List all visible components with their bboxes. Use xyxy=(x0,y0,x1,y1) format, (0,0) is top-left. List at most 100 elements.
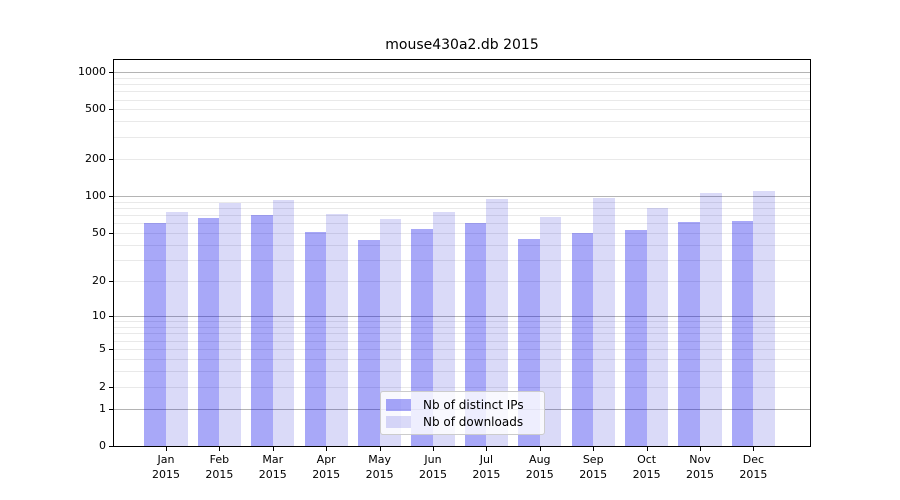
y-tick-label: 2 xyxy=(99,379,106,393)
gridline-minor xyxy=(114,321,810,323)
gridline-minor xyxy=(114,208,810,209)
x-tick-label: Sep 2015 xyxy=(579,453,608,481)
bar-downloads-jan xyxy=(166,212,188,446)
gridline-minor xyxy=(114,260,810,261)
legend-swatch-distinct-ips xyxy=(386,399,411,411)
x-tick-mark xyxy=(646,447,648,451)
x-tick-label: Oct 2015 xyxy=(632,453,661,481)
x-tick-label: Feb 2015 xyxy=(205,453,234,481)
bar-distinct-ips-dec xyxy=(731,220,754,446)
gridline-minor xyxy=(114,333,810,335)
x-tick-label: Nov 2015 xyxy=(686,453,714,481)
gridline-minor xyxy=(114,349,810,350)
x-tick-mark xyxy=(379,447,381,451)
bar-downloads-aug xyxy=(539,216,562,446)
x-tick-label: Aug 2015 xyxy=(525,453,554,481)
gridline-minor xyxy=(114,99,810,101)
y-tick-label: 1000 xyxy=(78,64,106,78)
gridline-minor xyxy=(114,370,810,372)
x-tick-label: Dec 2015 xyxy=(739,453,768,481)
gridline-minor xyxy=(114,136,810,138)
y-tick-mark xyxy=(109,109,113,111)
gridline-minor xyxy=(114,358,810,360)
bar-distinct-ips-sep xyxy=(571,233,594,446)
y-tick-mark xyxy=(109,316,113,318)
y-tick-label: 200 xyxy=(85,151,106,165)
bar-downloads-oct xyxy=(646,208,669,446)
legend: Nb of distinct IPs Nb of downloads xyxy=(380,391,545,435)
bar-downloads-dec xyxy=(753,190,776,446)
bar-distinct-ips-jan xyxy=(144,222,166,446)
legend-label-distinct-ips: Nb of distinct IPs xyxy=(423,398,524,412)
gridline-minor xyxy=(114,91,810,93)
y-tick-mark xyxy=(109,196,113,198)
y-tick-label: 5 xyxy=(99,342,106,355)
bar-distinct-ips-nov xyxy=(678,221,700,446)
bar-downloads-mar xyxy=(272,200,295,446)
y-tick-label: 50 xyxy=(92,226,106,240)
y-tick-label: 500 xyxy=(85,102,106,116)
y-tick-label: 0 xyxy=(99,439,106,452)
gridline-minor xyxy=(114,201,810,203)
bar-distinct-ips-apr xyxy=(304,232,327,446)
y-tick-mark xyxy=(109,446,113,447)
x-tick-mark xyxy=(753,447,755,451)
gridline-major xyxy=(114,196,810,198)
y-tick-mark xyxy=(109,233,113,235)
y-tick-label: 10 xyxy=(92,309,106,323)
x-tick-label: Apr 2015 xyxy=(312,453,341,481)
bar-downloads-jun xyxy=(433,212,455,446)
x-tick-mark xyxy=(700,447,701,451)
bar-downloads-feb xyxy=(219,202,242,446)
y-tick-label: 100 xyxy=(85,189,106,203)
legend-item-distinct-ips: Nb of distinct IPs xyxy=(386,397,536,413)
x-tick-mark xyxy=(433,447,434,451)
gridline-minor xyxy=(114,233,810,235)
bar-distinct-ips-feb xyxy=(197,218,220,446)
legend-swatch-downloads xyxy=(386,416,411,428)
gridline-minor xyxy=(114,281,810,283)
legend-item-downloads: Nb of downloads xyxy=(386,414,536,430)
gridline-minor xyxy=(114,215,810,217)
gridline-minor xyxy=(114,340,810,342)
bar-distinct-ips-may xyxy=(357,239,380,446)
gridline-major xyxy=(114,316,810,318)
x-tick-mark xyxy=(539,447,541,451)
y-tick-mark xyxy=(109,408,113,410)
gridline-minor xyxy=(114,158,810,160)
gridline-minor xyxy=(114,109,810,111)
x-tick-label: Jan 2015 xyxy=(152,453,180,481)
x-tick-label: Jun 2015 xyxy=(419,453,447,481)
y-tick-mark xyxy=(109,71,113,73)
y-tick-label: 1 xyxy=(99,401,106,415)
y-tick-mark xyxy=(109,349,113,350)
x-tick-mark xyxy=(272,447,274,451)
plot-area xyxy=(113,59,811,447)
y-tick-mark xyxy=(109,386,113,388)
x-tick-label: Mar 2015 xyxy=(258,453,287,481)
x-tick-mark xyxy=(486,447,488,451)
gridline-minor xyxy=(114,223,810,225)
gridline-minor xyxy=(114,77,810,79)
gridline-minor xyxy=(114,327,810,328)
bar-distinct-ips-mar xyxy=(251,215,273,446)
gridline-minor xyxy=(114,386,810,388)
gridline-minor xyxy=(114,83,810,85)
bar-distinct-ips-jul xyxy=(464,222,487,446)
gridline-major xyxy=(114,71,810,73)
y-tick-mark xyxy=(109,281,113,283)
x-tick-label: Jul 2015 xyxy=(472,453,501,481)
x-tick-mark xyxy=(219,447,221,451)
x-tick-mark xyxy=(593,447,595,451)
bar-downloads-sep xyxy=(593,197,615,446)
x-tick-mark xyxy=(326,447,328,451)
gridline-minor xyxy=(114,121,810,123)
bar-downloads-apr xyxy=(326,213,348,446)
legend-label-downloads: Nb of downloads xyxy=(423,415,524,429)
chart-title: mouse430a2.db 2015 xyxy=(385,37,539,53)
y-tick-label: 20 xyxy=(92,274,106,288)
bar-downloads-nov xyxy=(700,193,722,446)
bar-distinct-ips-oct xyxy=(624,230,647,446)
x-tick-mark xyxy=(166,447,167,451)
